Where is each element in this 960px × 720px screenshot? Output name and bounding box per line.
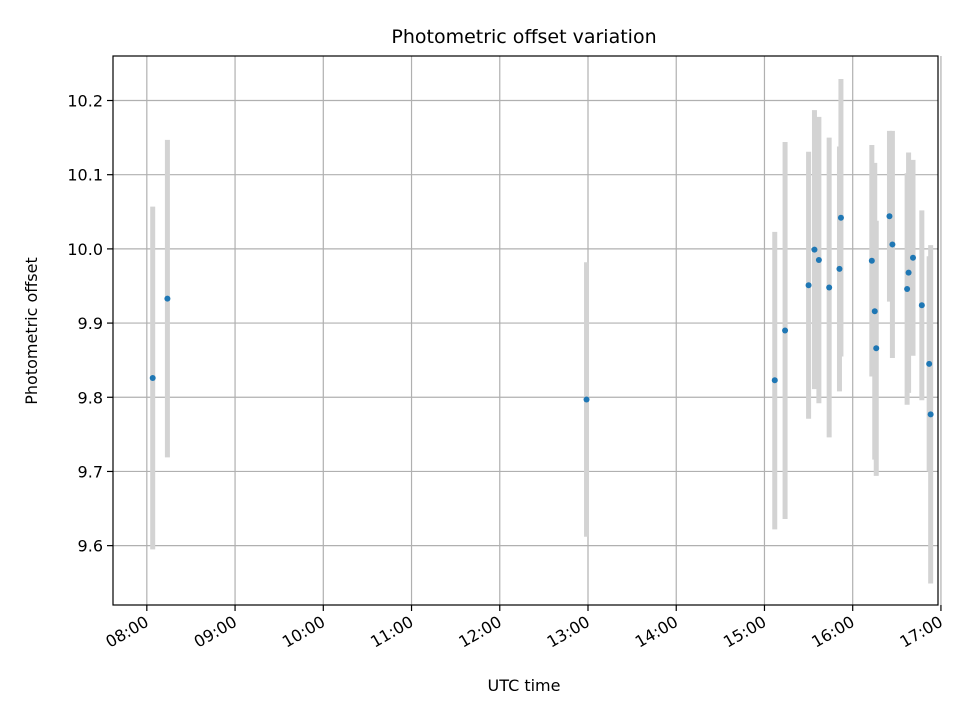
y-tick-label: 9.6	[78, 537, 103, 556]
y-axis-ticks: 9.6 9.7 9.8 9.9 10.0 10.1 10.2	[67, 92, 113, 556]
data-point	[918, 302, 925, 309]
y-tick-label: 9.9	[78, 314, 103, 333]
data-point	[583, 396, 590, 403]
chart-title: Photometric offset variation	[391, 26, 656, 48]
data-point	[886, 213, 893, 220]
data-point	[889, 241, 896, 248]
data-point	[904, 285, 911, 292]
y-tick-label: 10.0	[67, 240, 103, 259]
data-point	[873, 345, 880, 352]
data-point	[164, 295, 171, 302]
data-point	[811, 246, 818, 253]
data-point	[868, 257, 875, 264]
data-point	[836, 265, 843, 272]
point-layer	[149, 213, 934, 418]
x-axis-title: UTC time	[488, 676, 561, 695]
data-point	[805, 282, 812, 289]
y-axis-title: Photometric offset	[22, 257, 41, 405]
grid-layer	[113, 56, 942, 605]
data-point	[815, 257, 822, 264]
data-point	[927, 411, 934, 418]
data-point	[837, 214, 844, 221]
y-tick-label: 10.2	[67, 92, 103, 111]
data-point	[926, 360, 933, 367]
data-point	[149, 374, 156, 381]
data-point	[871, 308, 878, 315]
data-point	[910, 254, 916, 261]
y-tick-label: 9.8	[78, 388, 103, 407]
data-point	[905, 269, 912, 276]
y-tick-label: 9.7	[78, 462, 103, 481]
data-point	[826, 284, 833, 291]
plot-frame	[112, 55, 939, 606]
y-tick-label: 10.1	[67, 166, 103, 185]
data-point	[782, 327, 789, 334]
data-point	[771, 377, 778, 384]
